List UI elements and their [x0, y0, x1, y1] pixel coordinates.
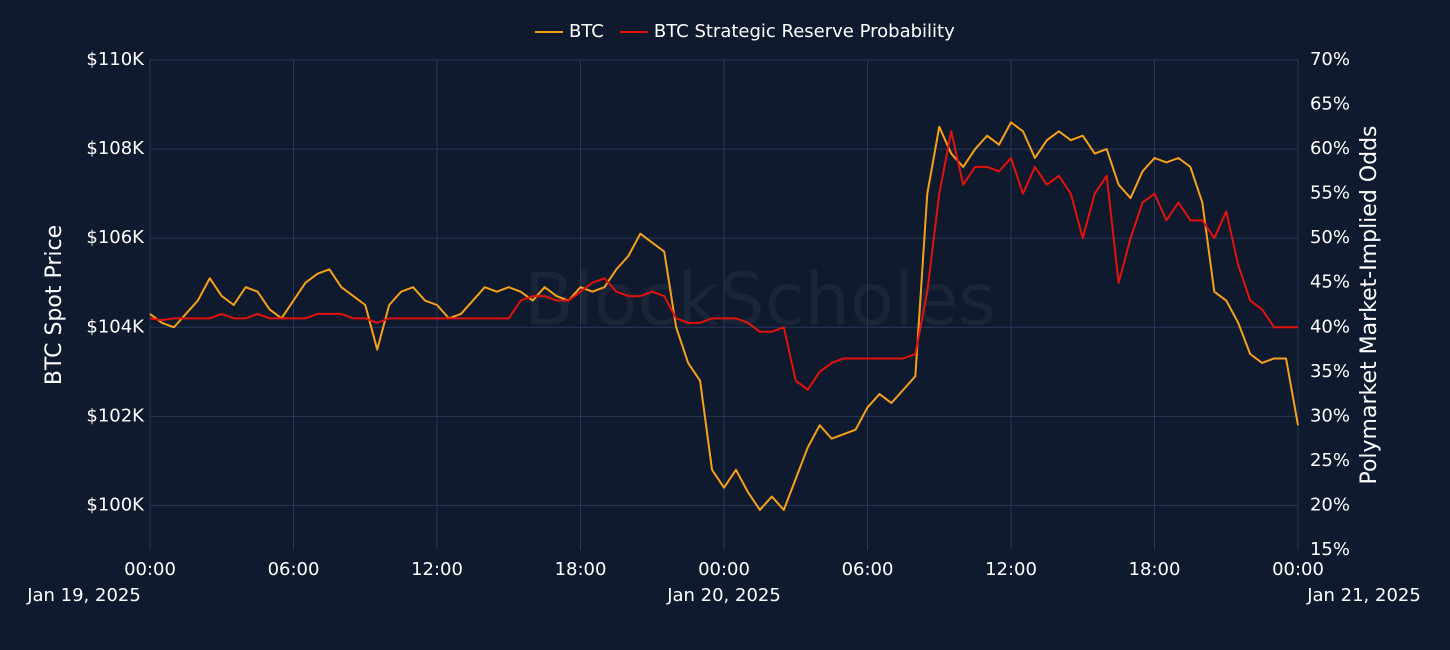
- y2-tick-label: 20%: [1310, 494, 1350, 515]
- legend-label: BTC: [569, 21, 604, 42]
- line: [149, 121, 1299, 511]
- x-tick-label: 12:00: [411, 559, 463, 580]
- y-axis-title: BTC Spot Price: [42, 225, 67, 385]
- y2-tick-label: 35%: [1310, 361, 1350, 382]
- y2-tick-label: 65%: [1310, 94, 1350, 115]
- x-tick-label: Jan 20, 2025: [666, 585, 781, 606]
- y-tick-label: $110K: [86, 49, 145, 70]
- line: [149, 130, 1298, 391]
- y2-tick-label: 50%: [1310, 227, 1350, 248]
- x-tick-label: 00:00: [1272, 559, 1324, 580]
- x-tick-label: 18:00: [1129, 559, 1181, 580]
- x-tick-label: Jan 21, 2025: [1306, 585, 1421, 606]
- y2-axis-title: Polymarket Market-Implied Odds: [1357, 125, 1382, 484]
- x-tick-label: Jan 19, 2025: [26, 585, 141, 606]
- y2-tick-label: 25%: [1310, 450, 1350, 471]
- y2-tick-label: 30%: [1310, 405, 1350, 426]
- y2-tick-label: 45%: [1310, 272, 1350, 293]
- y-tick-label: $108K: [86, 138, 145, 159]
- x-tick-label: 06:00: [268, 559, 320, 580]
- y-tick-label: $106K: [86, 227, 145, 248]
- y2-tick-label: 40%: [1310, 316, 1350, 337]
- legend-label: BTC Strategic Reserve Probability: [654, 21, 955, 42]
- y2-tick-label: 60%: [1310, 138, 1350, 159]
- legend: BTC BTC Strategic Reserve Probability: [535, 21, 955, 42]
- x-tick-label: 12:00: [985, 559, 1037, 580]
- y2-tick-label: 55%: [1310, 183, 1350, 204]
- y2-tick-label: 15%: [1310, 539, 1350, 560]
- y-tick-label: $100K: [86, 494, 145, 515]
- x-tick-label: 06:00: [842, 559, 894, 580]
- grid: [149, 59, 1299, 550]
- x-tick-label: 00:00: [698, 559, 750, 580]
- y-tick-label: $104K: [86, 316, 145, 337]
- x-tick-label: 18:00: [555, 559, 607, 580]
- x-tick-label: 00:00: [124, 559, 176, 580]
- y2-tick-label: 70%: [1310, 49, 1350, 70]
- y-tick-label: $102K: [86, 405, 145, 426]
